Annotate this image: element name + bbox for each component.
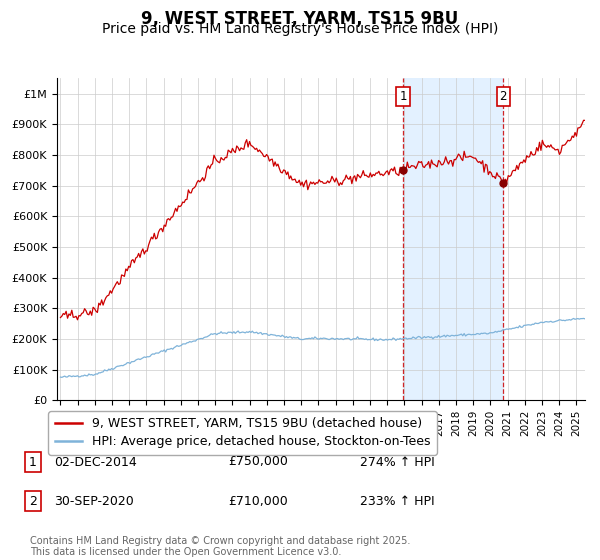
Text: Contains HM Land Registry data © Crown copyright and database right 2025.
This d: Contains HM Land Registry data © Crown c… [30,535,410,557]
Text: 30-SEP-2020: 30-SEP-2020 [54,494,134,508]
Legend: 9, WEST STREET, YARM, TS15 9BU (detached house), HPI: Average price, detached ho: 9, WEST STREET, YARM, TS15 9BU (detached… [48,411,437,455]
Text: 274% ↑ HPI: 274% ↑ HPI [360,455,435,469]
Text: £750,000: £750,000 [228,455,288,469]
Text: £710,000: £710,000 [228,494,288,508]
Bar [403,78,503,400]
Text: 9, WEST STREET, YARM, TS15 9BU: 9, WEST STREET, YARM, TS15 9BU [142,10,458,28]
Text: 2: 2 [29,494,37,508]
Text: 1: 1 [29,455,37,469]
Text: 02-DEC-2014: 02-DEC-2014 [54,455,137,469]
Text: 233% ↑ HPI: 233% ↑ HPI [360,494,434,508]
Text: 1: 1 [399,90,407,102]
Text: 2: 2 [500,90,507,102]
Text: Price paid vs. HM Land Registry's House Price Index (HPI): Price paid vs. HM Land Registry's House … [102,22,498,36]
